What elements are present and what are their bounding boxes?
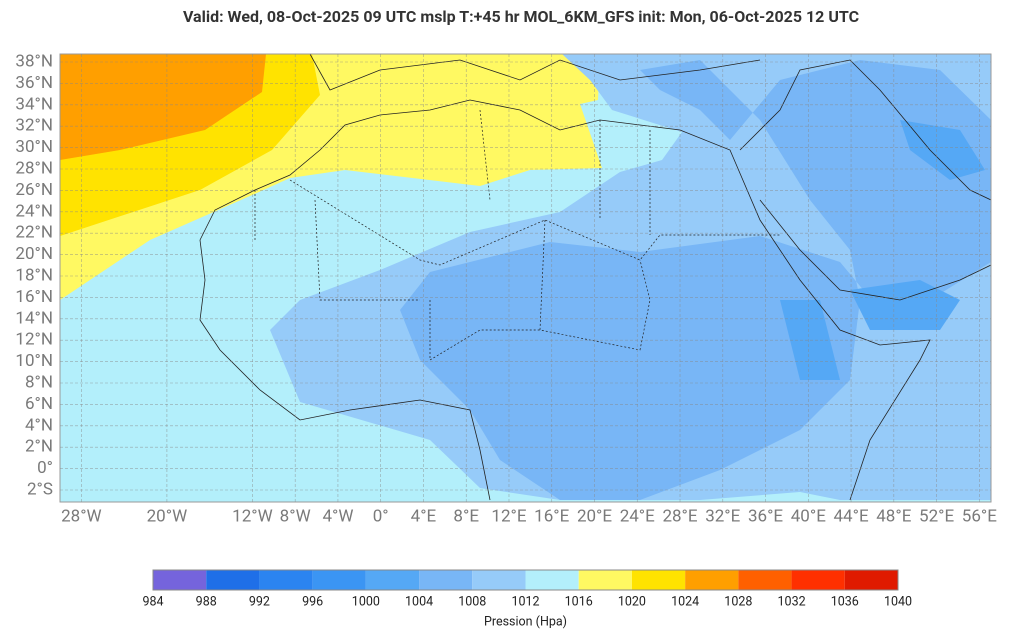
- lon-label: 48°E: [876, 506, 911, 526]
- lat-label: 12°N: [15, 330, 53, 350]
- colorbar-label: Pression (Hpa): [484, 614, 567, 629]
- lat-label: 38°N: [15, 51, 53, 71]
- lon-label: 44°E: [833, 506, 868, 526]
- lon-label: 8°E: [453, 506, 479, 526]
- colorbar-cell: [791, 570, 845, 590]
- colorbar-cell: [525, 570, 579, 590]
- lat-label: 16°N: [15, 287, 53, 307]
- lat-label: 8°N: [25, 372, 53, 392]
- lon-label: 20°E: [577, 506, 612, 526]
- lat-label: 22°N: [15, 223, 53, 243]
- colorbar-cell: [206, 570, 260, 590]
- colorbar-cell: [153, 570, 207, 590]
- colorbar-cell: [419, 570, 473, 590]
- lon-label: 28°E: [662, 506, 697, 526]
- lon-label: 16°E: [534, 506, 569, 526]
- colorbar-cell: [312, 570, 366, 590]
- lon-label: 40°E: [791, 506, 826, 526]
- lon-label: 52°E: [919, 506, 954, 526]
- lon-label: 12°W: [232, 506, 273, 526]
- lon-label: 4°E: [411, 506, 437, 526]
- lon-label: 36°E: [748, 506, 783, 526]
- lat-label: 26°N: [15, 180, 53, 200]
- lon-label: 56°E: [962, 506, 997, 526]
- colorbar-cell: [578, 570, 632, 590]
- lat-label: 10°N: [15, 351, 53, 371]
- colorbar-tick: 1008: [458, 594, 486, 609]
- colorbar-tick: 992: [249, 594, 270, 609]
- colorbar-tick: 984: [142, 594, 163, 609]
- colorbar-tick: 1012: [511, 594, 539, 609]
- colorbar-tick: 1036: [831, 594, 859, 609]
- lat-label: 28°N: [15, 158, 53, 178]
- colorbar-cell: [259, 570, 313, 590]
- colorbar-tick: 1000: [352, 594, 380, 609]
- title: Valid: Wed, 08-Oct-2025 09 UTC mslp T:+4…: [183, 7, 859, 26]
- lat-label: 36°N: [15, 73, 53, 93]
- colorbar-tick: 996: [302, 594, 323, 609]
- colorbar-cell: [685, 570, 739, 590]
- colorbar-tick: 1032: [778, 594, 806, 609]
- colorbar-tick: 988: [196, 594, 217, 609]
- lon-label: 8°W: [280, 506, 311, 526]
- colorbar-tick: 1024: [671, 594, 699, 609]
- lon-label: 28°W: [61, 506, 102, 526]
- colorbar-cell: [738, 570, 792, 590]
- lon-label: 24°E: [620, 506, 655, 526]
- lat-label: 2°S: [27, 479, 53, 499]
- lon-label: 32°E: [705, 506, 740, 526]
- lat-label: 0°: [37, 458, 53, 478]
- lat-label: 24°N: [15, 201, 53, 221]
- colorbar-frame: [152, 569, 899, 591]
- colorbar-cell: [844, 570, 898, 590]
- lat-label: 18°N: [15, 265, 53, 285]
- lat-label: 20°N: [15, 244, 53, 264]
- lon-label: 0°: [373, 506, 389, 526]
- colorbar-tick: 1016: [565, 594, 593, 609]
- colorbar-tick: 1020: [618, 594, 646, 609]
- lat-label: 6°N: [25, 394, 53, 414]
- lat-label: 34°N: [15, 94, 53, 114]
- colorbar-cell: [631, 570, 686, 590]
- lon-label: 20°W: [147, 506, 188, 526]
- colorbar-cell: [365, 570, 420, 590]
- colorbar-tick: 1040: [884, 594, 912, 609]
- map-frame: [59, 53, 992, 503]
- lon-label: 12°E: [491, 506, 526, 526]
- lat-label: 30°N: [15, 137, 53, 157]
- lat-label: 4°N: [25, 415, 53, 435]
- lat-label: 32°N: [15, 116, 53, 136]
- map-field: [60, 54, 991, 502]
- lat-label: 14°N: [15, 308, 53, 328]
- lat-label: 2°N: [25, 437, 53, 457]
- lon-label: 4°W: [322, 506, 353, 526]
- colorbar-tick: 1004: [405, 594, 433, 609]
- colorbar-tick: 1028: [724, 594, 752, 609]
- colorbar-cell: [472, 570, 526, 590]
